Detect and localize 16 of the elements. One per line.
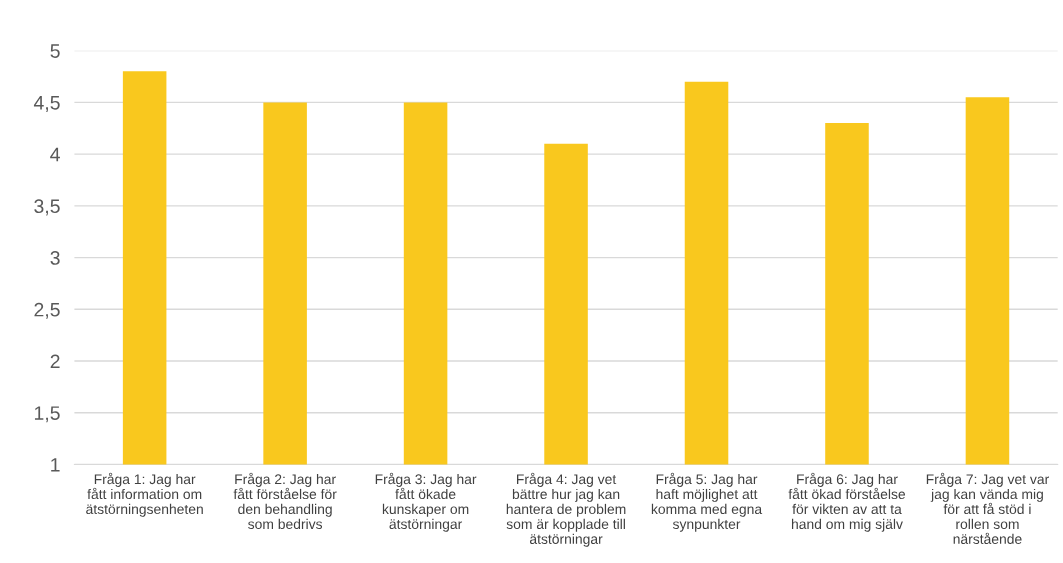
y-tick-label: 1 (51, 458, 60, 472)
y-tick-label: 4 (50, 147, 60, 162)
x-tick-label: Fråga 6: Jag har fått ökad förståelse för vikten av att ta hand om mig själv (788, 472, 906, 532)
y-tick-label: 3 (50, 251, 60, 265)
y-tick-label: 3,5 (34, 199, 60, 216)
x-tick-label: Fråga 4: Jag vet bättre hur jag kan hantera de problem som är kopplade till ätstörningar (506, 472, 626, 547)
x-tick-label: Fråga 5: Jag har haft möjlighet att komma med egna synpunkter (651, 472, 763, 532)
y-tick-label: 2 (50, 354, 60, 369)
x-tick-label: Fråga 3: Jag har fått ökade kunskaper om ätstörningar (375, 472, 477, 532)
y-tick-label: 1,5 (34, 406, 60, 423)
y-tick-label: 2,5 (34, 302, 60, 319)
x-tick-label: Fråga 2: Jag har fått förståelse för den behandling som bedrivs (233, 472, 337, 530)
x-tick-label: Fråga 1: Jag har fått information om ätstörningsenheten (86, 472, 203, 517)
y-tick-label: 5 (50, 44, 60, 58)
y-tick-label: 4,5 (33, 96, 60, 112)
x-tick-label: Fråga 7: Jag vet var jag kan vända mig för att få stöd i rollen som närstående (926, 472, 1049, 544)
